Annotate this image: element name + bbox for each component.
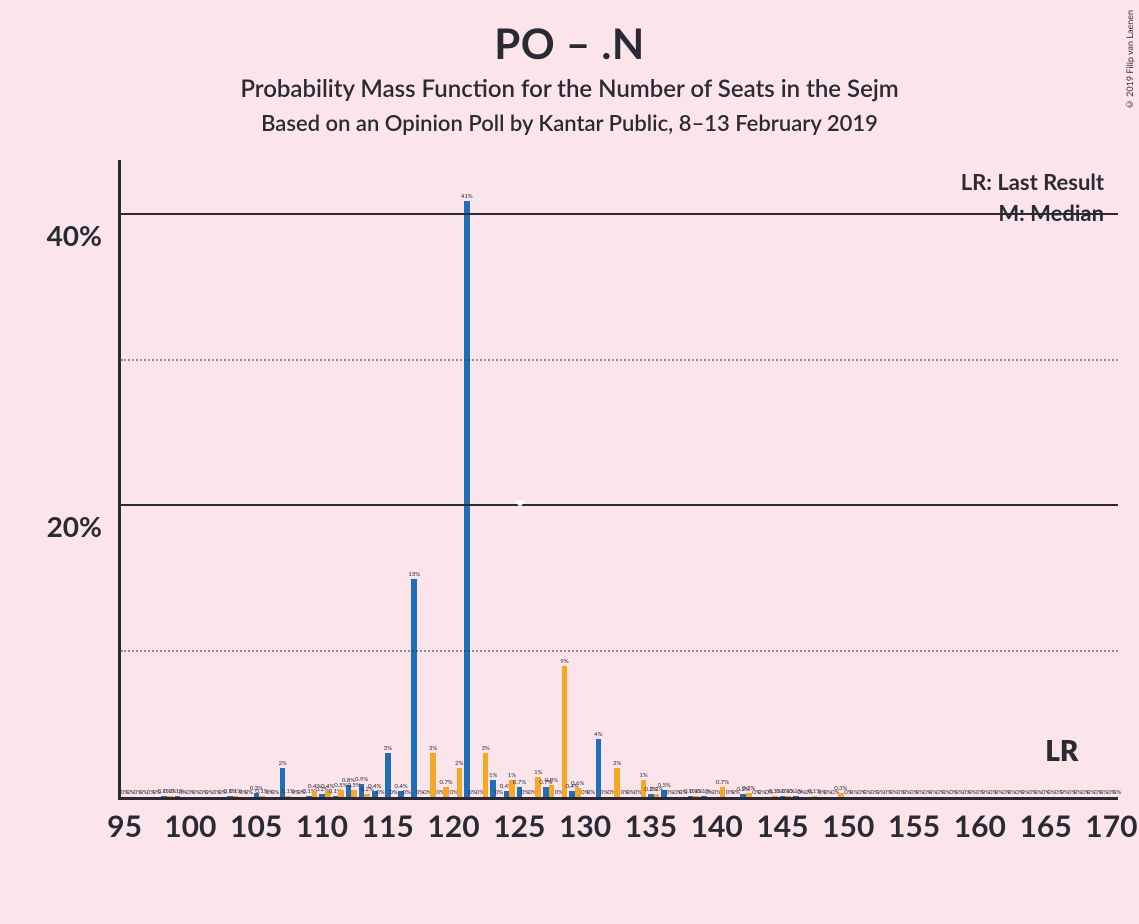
x-tick-label: 155: [888, 808, 940, 844]
bar-orange: 2%: [614, 768, 620, 797]
bar-orange-label: 3%: [429, 745, 437, 752]
lr-marker: LR: [1045, 733, 1078, 767]
bar-orange-label: 9%: [560, 658, 568, 665]
x-tick-label: 160: [954, 808, 1006, 844]
bar-orange: 3%: [483, 753, 489, 797]
bar-orange: 0.1%: [259, 796, 265, 797]
bar-orange: 0.3%: [746, 793, 752, 797]
bar-orange-label: 0%: [1113, 789, 1121, 796]
bar-orange: 3%: [430, 753, 436, 797]
bar-orange-label: 0.7%: [716, 779, 729, 786]
grid-minor: [121, 650, 1118, 652]
bar-blue-label: 1%: [489, 772, 497, 779]
bar-blue-label: 2%: [279, 760, 287, 767]
bar-orange-label: 0%: [271, 789, 279, 796]
bar-orange-label: 0%: [403, 789, 411, 796]
x-tick-label: 100: [164, 808, 216, 844]
bar-blue-label: 0.5%: [658, 782, 671, 789]
bar-orange: 0.1%: [772, 796, 778, 797]
bar-orange-label: 0.6%: [571, 780, 584, 787]
x-tick-label: 110: [296, 808, 348, 844]
bar-orange: 9%: [562, 666, 568, 797]
bar-orange: 0.6%: [575, 788, 581, 797]
x-tick-label: 165: [1020, 808, 1072, 844]
bar-orange: 0.7%: [720, 787, 726, 797]
bar-blue: 41%: [464, 201, 470, 797]
bar-orange: 0.1%: [693, 796, 699, 797]
bar-orange-label: 1%: [639, 772, 647, 779]
bar-orange: 0.1%: [285, 796, 291, 797]
chart-titles: PO – .N Probability Mass Function for th…: [0, 0, 1139, 136]
bar-orange-label: 0.8%: [545, 777, 558, 784]
bar-orange: 0.2%: [654, 794, 660, 797]
bar-blue: 15%: [411, 579, 417, 797]
bar-orange-label: 1%: [534, 769, 542, 776]
x-tick-label: 120: [427, 808, 479, 844]
bar-orange: 0.1%: [785, 796, 791, 797]
x-tick-label: 135: [625, 808, 677, 844]
grid-minor: [121, 359, 1118, 361]
bar-orange-label: 1%: [508, 772, 516, 779]
bar-blue-label: 4%: [594, 731, 602, 738]
bar-orange-label: 2%: [613, 760, 621, 767]
bar-orange-label: 0%: [376, 789, 384, 796]
plot-container: 20%40% LR: Last Result M: Median 0%0%0%0…: [30, 160, 1120, 860]
bar-orange: 0.7%: [443, 787, 449, 797]
bar-orange: 0.1%: [812, 796, 818, 797]
x-tick-label: 105: [230, 808, 282, 844]
x-tick-label: 130: [559, 808, 611, 844]
bar-orange: 2%: [457, 768, 463, 797]
bar-orange-label: 0%: [587, 789, 595, 796]
plot-area: LR: Last Result M: Median 0%0%0%0%0%0%0.…: [118, 160, 1118, 800]
x-tick-label: 95: [107, 808, 142, 844]
bar-orange: 0.5%: [351, 790, 357, 797]
chart-subtitle-1: Probability Mass Function for the Number…: [0, 74, 1139, 103]
bar-orange: 0.1%: [233, 796, 239, 797]
x-tick-label: 170: [1085, 808, 1137, 844]
chart-title: PO – .N: [0, 18, 1139, 68]
bar-orange: 0.8%: [549, 785, 555, 797]
bar-blue-label: 15%: [408, 571, 420, 578]
grid-major: [121, 504, 1118, 506]
x-tick-label: 150: [822, 808, 874, 844]
bar-blue-label: 0.7%: [513, 779, 526, 786]
chart-subtitle-2: Based on an Opinion Poll by Kantar Publi…: [0, 109, 1139, 136]
bars-layer: 0%0%0%0%0%0%0.1%0.1%0.1%0%0%0%0%0%0%0%0.…: [121, 160, 1118, 797]
x-axis-labels: 9510010511011512012513013514014515015516…: [118, 808, 1118, 858]
grid-major: [121, 213, 1118, 215]
bar-orange: 0.2%: [364, 794, 370, 797]
copyright-text: © 2019 Filip van Laenen: [1124, 10, 1135, 110]
y-axis-labels: 20%40%: [30, 160, 110, 800]
x-tick-label: 140: [691, 808, 743, 844]
bar-orange: 0.5%: [338, 790, 344, 797]
bar-orange: 0.1%: [167, 796, 173, 797]
bar-orange-label: 0.7%: [440, 779, 453, 786]
bar-blue-label: 41%: [461, 193, 473, 200]
x-tick-label: 145: [756, 808, 808, 844]
x-tick-label: 115: [362, 808, 414, 844]
bar-orange-label: 2%: [455, 760, 463, 767]
bar-orange: 0.3%: [838, 793, 844, 797]
bar-blue-label: 0.9%: [355, 776, 368, 783]
x-tick-label: 125: [493, 808, 545, 844]
bar-orange-label: 3%: [481, 745, 489, 752]
bar-blue-label: 3%: [384, 745, 392, 752]
